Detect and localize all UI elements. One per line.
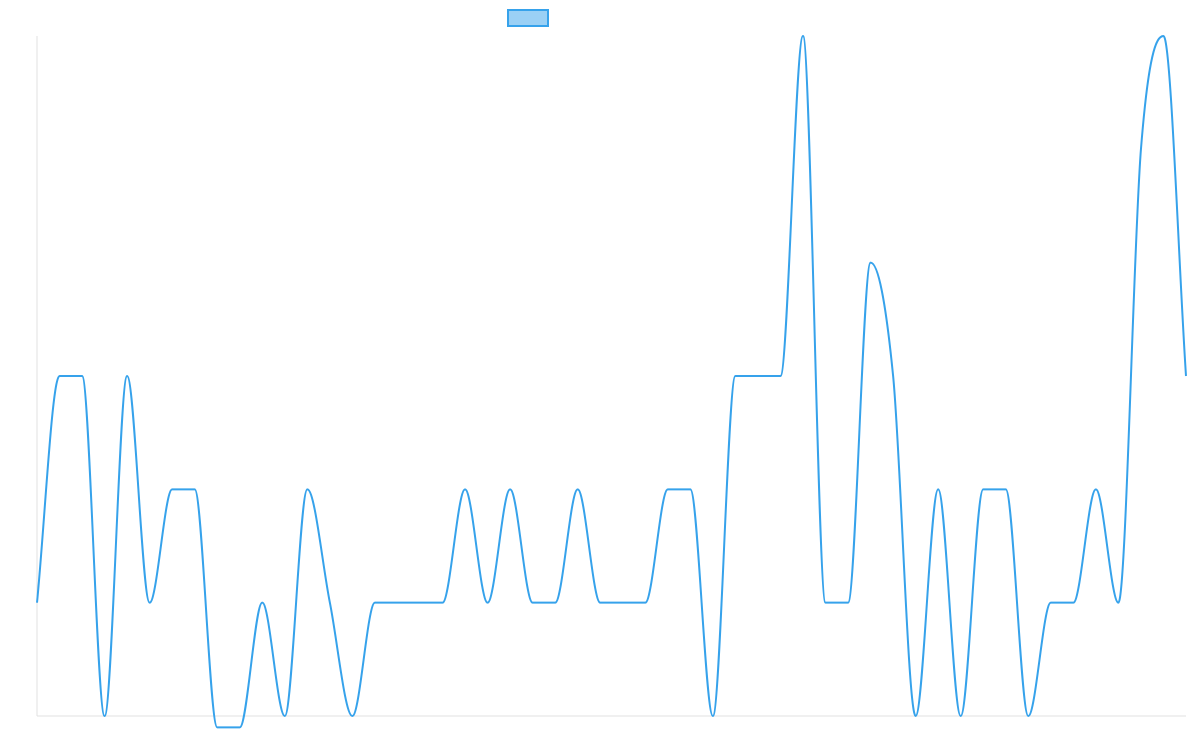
data-point-11[interactable] [259,600,265,606]
data-point-46[interactable] [1048,600,1054,606]
data-point-7[interactable] [169,486,175,492]
legend-swatch[interactable] [507,9,549,27]
data-point-16[interactable] [372,600,378,606]
data-point-52[interactable] [1183,373,1189,379]
data-point-36[interactable] [823,600,829,606]
data-point-27[interactable] [620,600,626,606]
data-point-18[interactable] [417,600,423,606]
data-point-19[interactable] [440,600,446,606]
data-point-37[interactable] [845,600,851,606]
data-point-45[interactable] [1025,713,1031,719]
series-line [36,34,1187,729]
data-point-43[interactable] [980,486,986,492]
data-point-47[interactable] [1070,600,1076,606]
data-point-51[interactable] [1160,33,1166,39]
legend[interactable] [507,9,549,27]
data-point-23[interactable] [530,600,536,606]
data-point-41[interactable] [935,486,941,492]
data-point-4[interactable] [102,713,108,719]
data-point-13[interactable] [304,486,310,492]
data-point-28[interactable] [642,600,648,606]
data-point-8[interactable] [192,486,198,492]
data-point-33[interactable] [755,373,761,379]
data-point-30[interactable] [687,486,693,492]
data-point-9[interactable] [214,724,220,730]
data-point-22[interactable] [507,486,513,492]
data-point-17[interactable] [394,600,400,606]
data-point-3[interactable] [79,373,85,379]
data-point-31[interactable] [710,713,716,719]
data-point-2[interactable] [57,373,63,379]
data-point-6[interactable] [147,600,153,606]
data-point-40[interactable] [913,713,919,719]
data-point-12[interactable] [282,713,288,719]
data-point-10[interactable] [237,724,243,730]
data-point-5[interactable] [124,373,130,379]
data-point-48[interactable] [1093,486,1099,492]
data-point-32[interactable] [732,373,738,379]
data-point-20[interactable] [462,486,468,492]
data-point-50[interactable] [1138,146,1144,152]
data-point-39[interactable] [890,373,896,379]
data-point-49[interactable] [1115,600,1121,606]
data-point-29[interactable] [665,486,671,492]
data-point-38[interactable] [868,260,874,266]
data-point-15[interactable] [349,713,355,719]
data-point-14[interactable] [327,600,333,606]
data-point-21[interactable] [485,600,491,606]
data-point-42[interactable] [958,713,964,719]
data-point-1[interactable] [34,600,40,606]
data-point-35[interactable] [800,33,806,39]
data-point-25[interactable] [575,486,581,492]
data-point-24[interactable] [552,600,558,606]
data-point-44[interactable] [1003,486,1009,492]
data-point-34[interactable] [777,373,783,379]
data-point-26[interactable] [597,600,603,606]
